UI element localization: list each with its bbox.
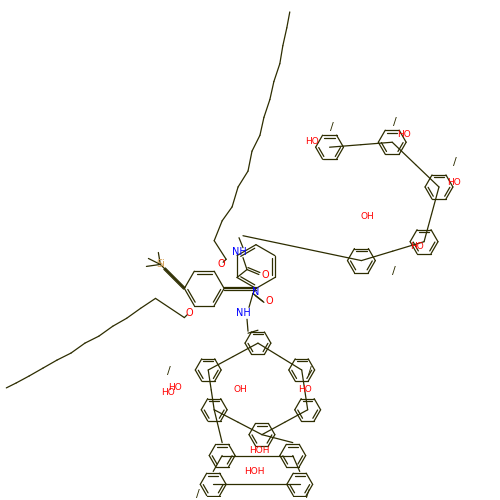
Text: /: /	[308, 366, 312, 376]
Text: HO: HO	[168, 384, 182, 392]
Text: HO: HO	[410, 242, 424, 251]
Text: HO: HO	[305, 136, 318, 145]
Text: O: O	[261, 270, 268, 280]
Text: /: /	[394, 118, 397, 128]
Text: /: /	[453, 157, 457, 167]
Text: HOH: HOH	[248, 446, 269, 455]
Text: /: /	[196, 490, 200, 500]
Text: /: /	[392, 266, 396, 276]
Text: HOH: HOH	[244, 467, 264, 476]
Text: /: /	[306, 490, 310, 500]
Text: OH: OH	[360, 212, 374, 222]
Text: NH: NH	[236, 308, 250, 318]
Text: Si: Si	[156, 260, 165, 270]
Text: /: /	[330, 122, 334, 132]
Text: N: N	[252, 288, 260, 298]
Text: O: O	[186, 308, 193, 318]
Text: HO: HO	[162, 388, 175, 398]
Text: /: /	[166, 366, 170, 376]
Text: HO: HO	[398, 130, 411, 139]
Text: NH: NH	[232, 246, 246, 256]
Text: O: O	[265, 296, 272, 306]
Text: O: O	[218, 260, 225, 270]
Text: OH: OH	[233, 386, 247, 394]
Text: HO: HO	[447, 178, 461, 186]
Text: HO: HO	[298, 386, 312, 394]
